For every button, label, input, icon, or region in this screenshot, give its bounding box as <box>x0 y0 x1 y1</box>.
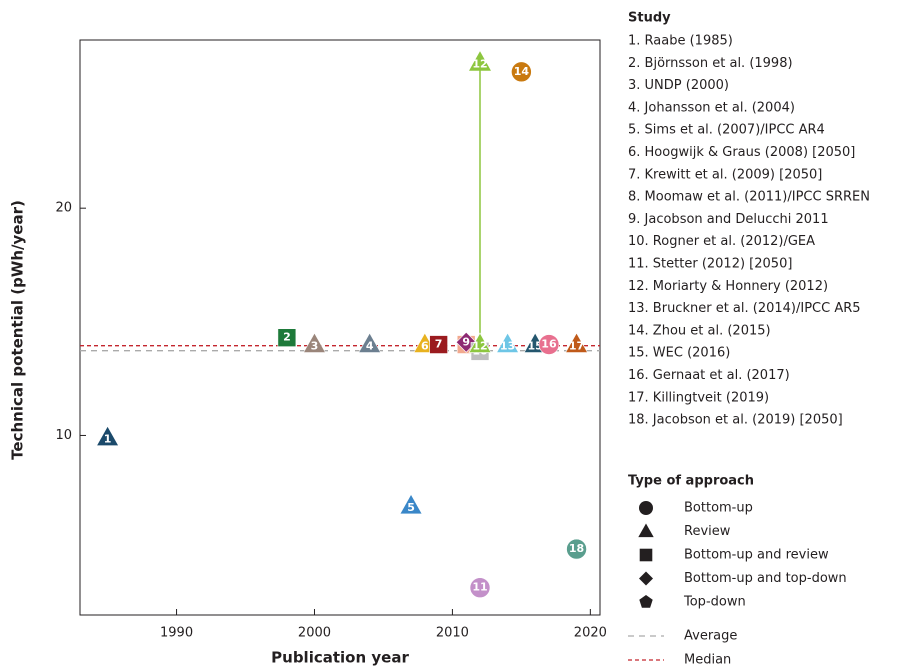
legend-entry: 8. Moomaw et al. (2011)/IPCC SRREN <box>628 190 870 205</box>
point-label: 1 <box>104 433 112 446</box>
point-label: 2 <box>283 331 291 344</box>
x-tick-label: 2010 <box>436 626 469 641</box>
legend-entry: 9. Jacobson and Delucchi 2011 <box>628 212 829 227</box>
legend-entry: 16. Gernaat et al. (2017) <box>628 368 790 383</box>
legend-entry: Bottom-up <box>684 501 753 516</box>
point-label: 12 <box>472 340 487 353</box>
legend-entry: 17. Killingtveit (2019) <box>628 390 769 405</box>
legend-entry: Average <box>684 629 737 644</box>
legend-entry: Top-down <box>683 595 746 610</box>
point <box>455 331 477 353</box>
legend-entry: 11. Stetter (2012) [2050] <box>628 257 792 272</box>
point <box>496 332 520 353</box>
point-label: 13 <box>500 340 515 353</box>
point-label: 6 <box>421 340 429 353</box>
point <box>96 425 120 447</box>
point-label: 7 <box>435 338 443 351</box>
point <box>511 61 532 83</box>
legend-entry: Bottom-up and review <box>684 548 829 563</box>
legend-entry: Review <box>684 524 731 539</box>
point <box>358 332 382 353</box>
legend-entry: 12. Moriarty & Honnery (2012) <box>628 279 828 294</box>
point <box>565 332 589 353</box>
x-axis-title: Publication year <box>271 649 409 667</box>
point-label: 14 <box>514 65 530 78</box>
point-label: 9 <box>462 335 470 348</box>
legend-entry: 1. Raabe (1985) <box>628 34 733 49</box>
legend-symbol <box>639 571 653 586</box>
point-label: 4 <box>366 340 374 353</box>
legend-symbol <box>639 548 653 562</box>
y-axis-title: Technical potential (pWh/year) <box>9 200 27 460</box>
point <box>302 332 326 353</box>
point-label: 3 <box>311 340 319 353</box>
point <box>469 577 491 599</box>
legend-entry: Bottom-up and top-down <box>684 571 847 586</box>
point <box>399 493 423 515</box>
point-label: 11 <box>472 581 487 594</box>
point-label: 5 <box>407 501 415 514</box>
legend-symbol <box>639 595 653 608</box>
point-label: 16 <box>541 338 557 351</box>
point <box>469 51 491 71</box>
x-tick-label: 2020 <box>574 626 607 641</box>
legend-entry: Median <box>684 653 731 668</box>
x-tick-label: 1990 <box>160 626 193 641</box>
point <box>429 335 448 354</box>
legend-symbol <box>638 523 654 538</box>
legend-entry: 18. Jacobson et al. (2019) [2050] <box>628 413 843 428</box>
x-tick-label: 2000 <box>298 626 331 641</box>
legend-entry: 3. UNDP (2000) <box>628 78 729 93</box>
legend-title: Type of approach <box>628 474 754 489</box>
point-label: 18 <box>569 542 584 555</box>
plot-frame <box>79 39 601 616</box>
legend-symbol <box>639 501 653 515</box>
legend-title: Study <box>628 11 671 26</box>
point <box>468 332 492 353</box>
point-label: 17 <box>569 340 584 353</box>
point <box>566 538 587 560</box>
legend-entry: 15. WEC (2016) <box>628 346 730 361</box>
legend-entry: 6. Hoogwijk & Graus (2008) [2050] <box>628 145 855 160</box>
legend-entry: 7. Krewitt et al. (2009) [2050] <box>628 167 822 182</box>
point <box>277 328 297 348</box>
y-tick-label: 10 <box>55 428 72 443</box>
legend-entry: 10. Rogner et al. (2012)/GEA <box>628 234 815 249</box>
legend-entry: 5. Sims et al. (2007)/IPCC AR4 <box>628 123 825 138</box>
legend-entry: 2. Björnsson et al. (1998) <box>628 56 793 71</box>
point-label: 12 <box>472 58 487 71</box>
legend-entry: 14. Zhou et al. (2015) <box>628 323 771 338</box>
legend-entry: 4. Johansson et al. (2004) <box>628 100 795 115</box>
legend-entry: 13. Bruckner et al. (2014)/IPCC AR5 <box>628 301 861 316</box>
y-tick-label: 20 <box>55 201 72 216</box>
point <box>538 334 560 355</box>
